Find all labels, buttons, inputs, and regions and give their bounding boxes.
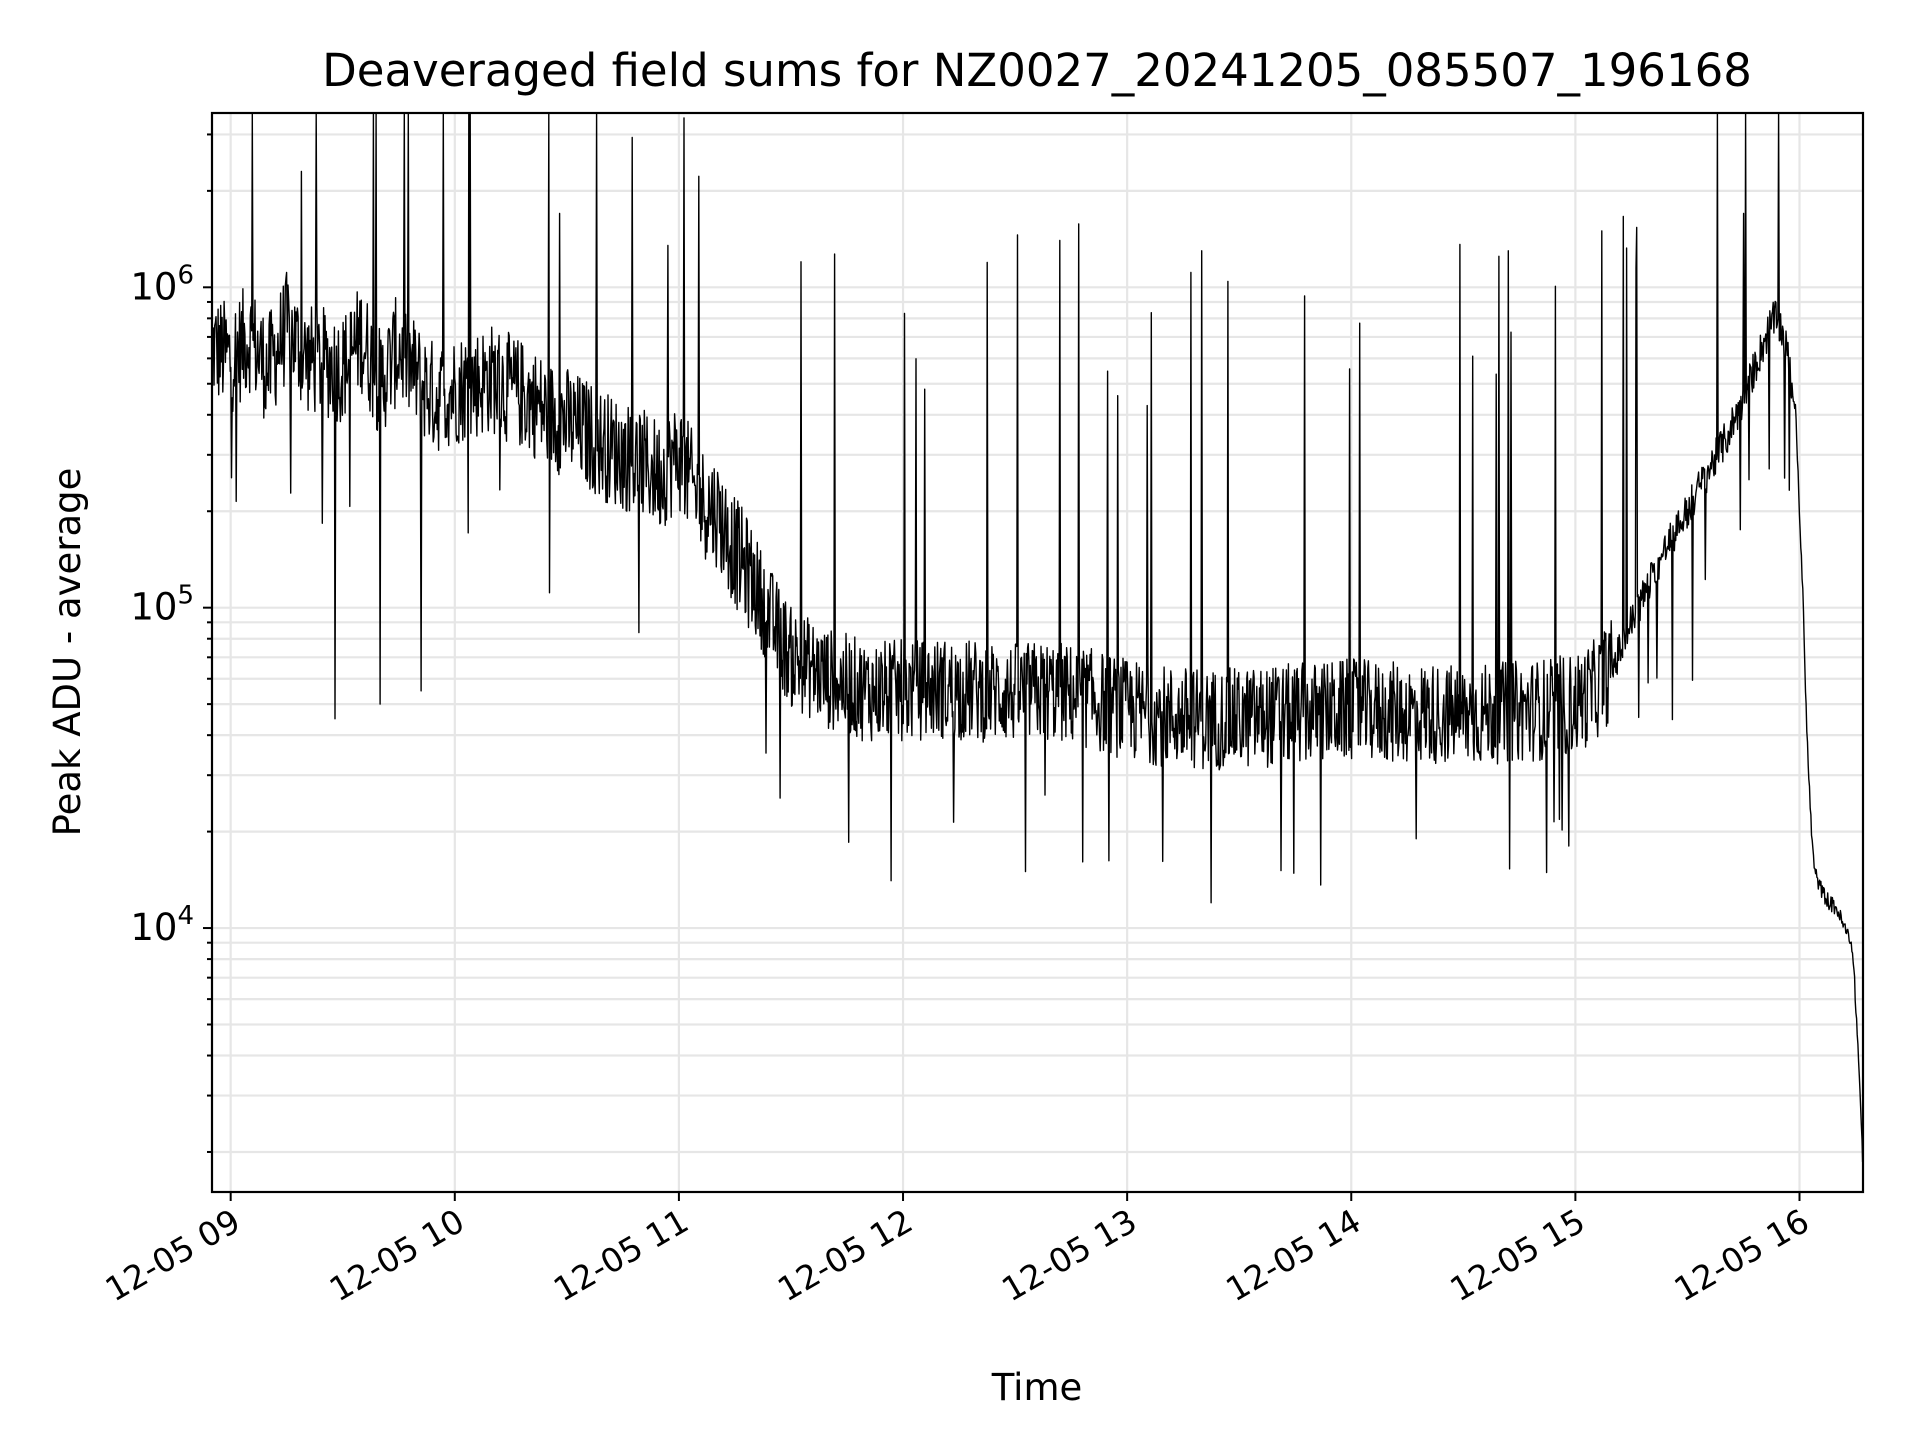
x-axis-label: Time — [991, 1366, 1083, 1409]
series-layer — [211, 112, 1864, 1163]
y-tick-label: 105 — [130, 581, 194, 629]
y-axis-label: Peak ADU - average — [46, 468, 89, 837]
chart-title: Deaveraged field sums for NZ0027_2024120… — [322, 44, 1752, 97]
data-line — [211, 112, 1864, 1163]
y-axis: 104 105 106 — [130, 133, 212, 1153]
grid — [212, 113, 1863, 1192]
y-tick-label: 106 — [130, 260, 194, 308]
y-tick-label: 104 — [130, 901, 194, 949]
plot-frame — [210, 111, 1865, 1194]
